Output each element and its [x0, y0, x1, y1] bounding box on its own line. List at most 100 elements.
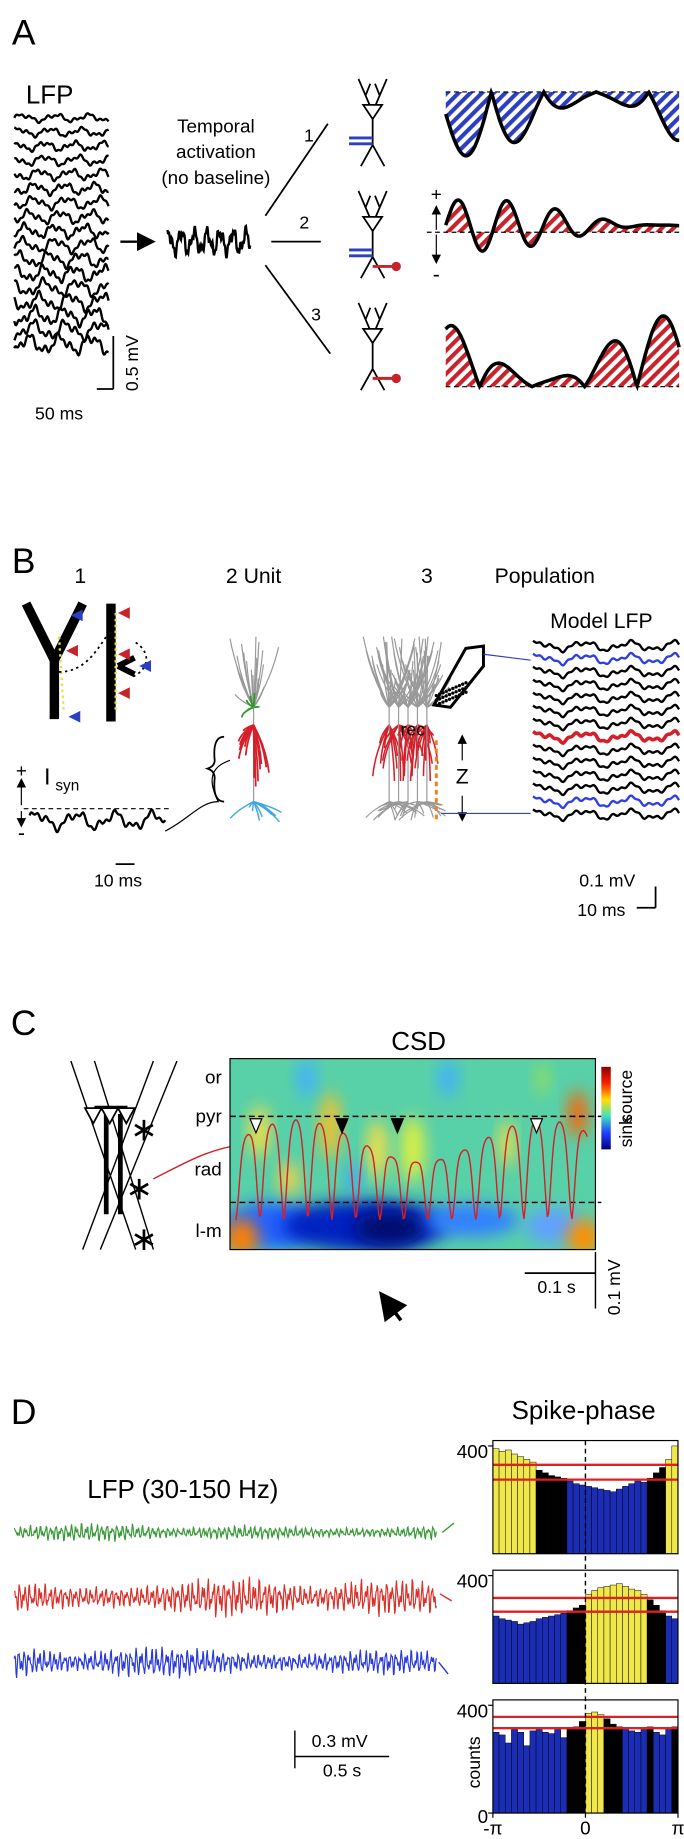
dot [441, 700, 445, 704]
shape [100, 1107, 120, 1126]
bar [523, 1622, 531, 1684]
bar [492, 1731, 500, 1814]
bar [616, 1488, 623, 1554]
shape [532, 664, 681, 680]
label: 400 [457, 1441, 488, 1462]
shape [383, 724, 390, 749]
shape [28, 808, 167, 834]
heat-blob [567, 1218, 596, 1250]
heat-blob [367, 1119, 387, 1179]
label: π [671, 1818, 684, 1839]
heatmap [230, 1058, 596, 1250]
dot [451, 686, 455, 691]
shape [59, 636, 107, 673]
shape [398, 674, 409, 708]
shape [390, 1118, 405, 1135]
shape [532, 677, 681, 693]
synapse [391, 373, 401, 384]
shape [416, 650, 439, 708]
shape [357, 302, 388, 337]
bar [609, 1723, 617, 1814]
bar [517, 1623, 524, 1684]
bar [529, 1621, 537, 1684]
shape [417, 674, 444, 708]
label: 0.1 s [537, 1277, 575, 1297]
label: 50 ms [35, 404, 83, 424]
label: 3 [311, 305, 321, 325]
heat-blob [353, 1211, 425, 1245]
shape [252, 801, 261, 821]
shape [532, 781, 681, 797]
colorbar [601, 1066, 611, 1150]
shape [243, 724, 255, 747]
shape [139, 660, 152, 672]
bar [579, 1605, 586, 1684]
bar [560, 1478, 568, 1554]
bar [542, 1472, 549, 1554]
shape [13, 112, 110, 125]
shape [532, 690, 681, 706]
shape [68, 710, 81, 723]
shape [235, 1119, 588, 1221]
bar [628, 1588, 636, 1684]
label: counts [464, 1736, 484, 1788]
shape [532, 807, 681, 823]
bar [572, 1726, 580, 1814]
shape [532, 742, 681, 758]
shape [13, 275, 110, 299]
bar [498, 1451, 506, 1554]
shape [237, 724, 255, 742]
bar [665, 1615, 673, 1684]
shape [529, 1118, 544, 1135]
bar [529, 1730, 537, 1814]
bar [603, 1718, 611, 1814]
shape [379, 801, 409, 812]
bar [535, 1469, 543, 1554]
bar [597, 1714, 605, 1814]
bar [591, 1590, 599, 1684]
shape [377, 801, 399, 812]
bar [511, 1453, 518, 1554]
shape [13, 207, 110, 226]
dot [461, 682, 465, 686]
dot [447, 697, 452, 701]
shape [13, 289, 110, 314]
bar [517, 1731, 524, 1814]
asterisk: ∗ [125, 1169, 153, 1206]
bar [609, 1584, 617, 1684]
dot [447, 692, 452, 697]
label: - [18, 822, 25, 845]
shape [414, 801, 419, 818]
shape [394, 686, 418, 708]
dot [444, 694, 448, 698]
bar [560, 1737, 568, 1814]
shape [249, 1118, 263, 1135]
shape [129, 641, 148, 679]
heat-frame [229, 1058, 597, 1251]
shape [164, 759, 231, 832]
bar [653, 1605, 660, 1684]
shape [118, 607, 130, 619]
bar [554, 1476, 561, 1554]
shape [446, 200, 679, 251]
shape [391, 672, 418, 708]
bar [548, 1733, 555, 1814]
label: 0 [478, 1806, 489, 1827]
shape [349, 136, 373, 146]
dot [457, 683, 462, 688]
shape [116, 1107, 137, 1126]
bar [665, 1459, 673, 1554]
label: 0.1 mV [579, 870, 635, 890]
shape [13, 249, 109, 271]
bar [671, 1726, 679, 1814]
shape [416, 636, 429, 708]
shape [385, 652, 400, 708]
bar [597, 1488, 605, 1554]
heat-blob [400, 1116, 425, 1183]
shape [229, 800, 254, 819]
label: Spike-phase [512, 1397, 656, 1425]
shape [360, 343, 386, 391]
shape [204, 735, 225, 803]
shape [417, 801, 446, 812]
bar [572, 1607, 580, 1684]
